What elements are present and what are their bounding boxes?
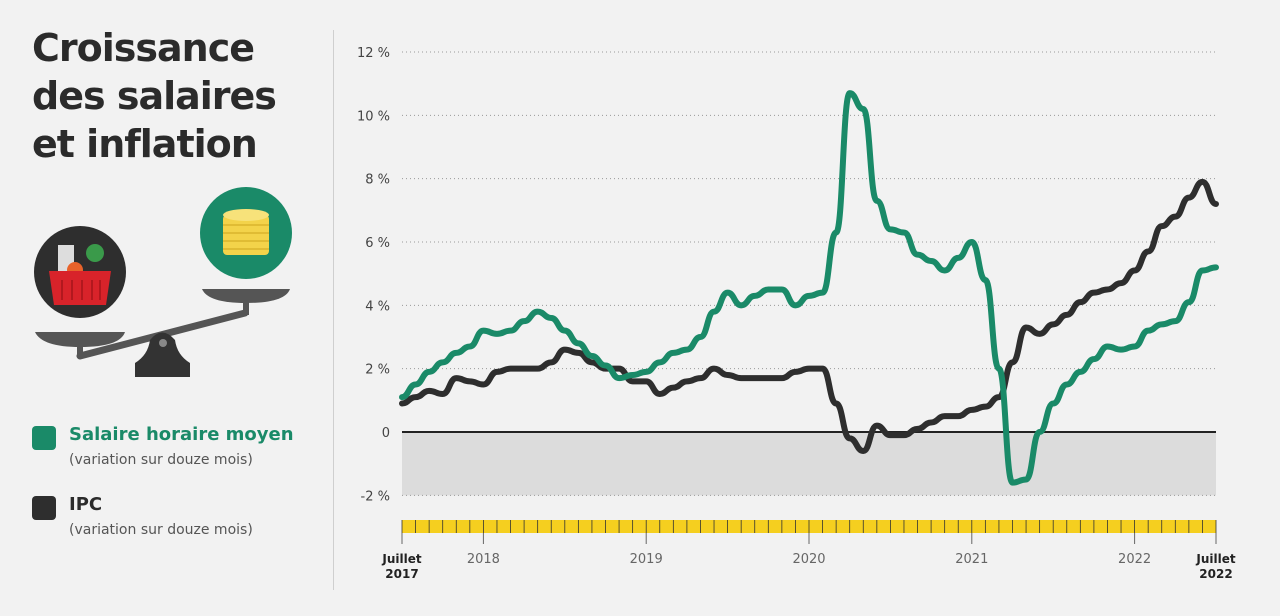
negative-zone — [402, 432, 1216, 496]
balance-illustration — [34, 187, 292, 377]
x-tick-label: 2022 — [1118, 552, 1151, 567]
series-line-wage — [399, 90, 1219, 486]
y-tick-label: 0 — [382, 426, 390, 441]
y-tick-label: 8 % — [365, 173, 390, 188]
x-tick-label: 2020 — [792, 552, 825, 567]
x-tick-label: Juillet — [1195, 552, 1235, 566]
x-tick-label: Juillet — [381, 552, 421, 566]
page-title: Croissance des salaires et inflation — [32, 26, 277, 166]
legend-label-wage: Salaire horaire moyen — [69, 424, 294, 445]
y-tick-label: 4 % — [365, 299, 390, 314]
y-tick-label: 10 % — [357, 109, 390, 124]
x-tick-label: 2022 — [1199, 567, 1232, 581]
x-tick-label: 2021 — [955, 552, 988, 567]
legend-swatch-cpi — [32, 496, 56, 520]
x-tick-label: 2019 — [630, 552, 663, 567]
series-line-cpi — [399, 178, 1219, 454]
divider — [333, 30, 334, 590]
legend-swatch-wage — [32, 426, 56, 450]
x-tick-label: 2018 — [467, 552, 500, 567]
legend-sublabel-wage: (variation sur douze mois) — [69, 452, 253, 468]
y-tick-label: 6 % — [365, 236, 390, 251]
coin-stack-icon — [200, 187, 292, 279]
y-tick-label: 12 % — [357, 46, 390, 61]
legend-label-cpi: IPC — [69, 494, 103, 515]
balance-scale-icon — [35, 289, 290, 377]
y-tick-label: -2 % — [361, 489, 390, 504]
y-tick-label: 2 % — [365, 363, 390, 378]
grocery-basket-icon — [34, 226, 126, 318]
x-tick-label: 2017 — [385, 567, 418, 581]
legend-sublabel-cpi: (variation sur douze mois) — [69, 522, 253, 538]
